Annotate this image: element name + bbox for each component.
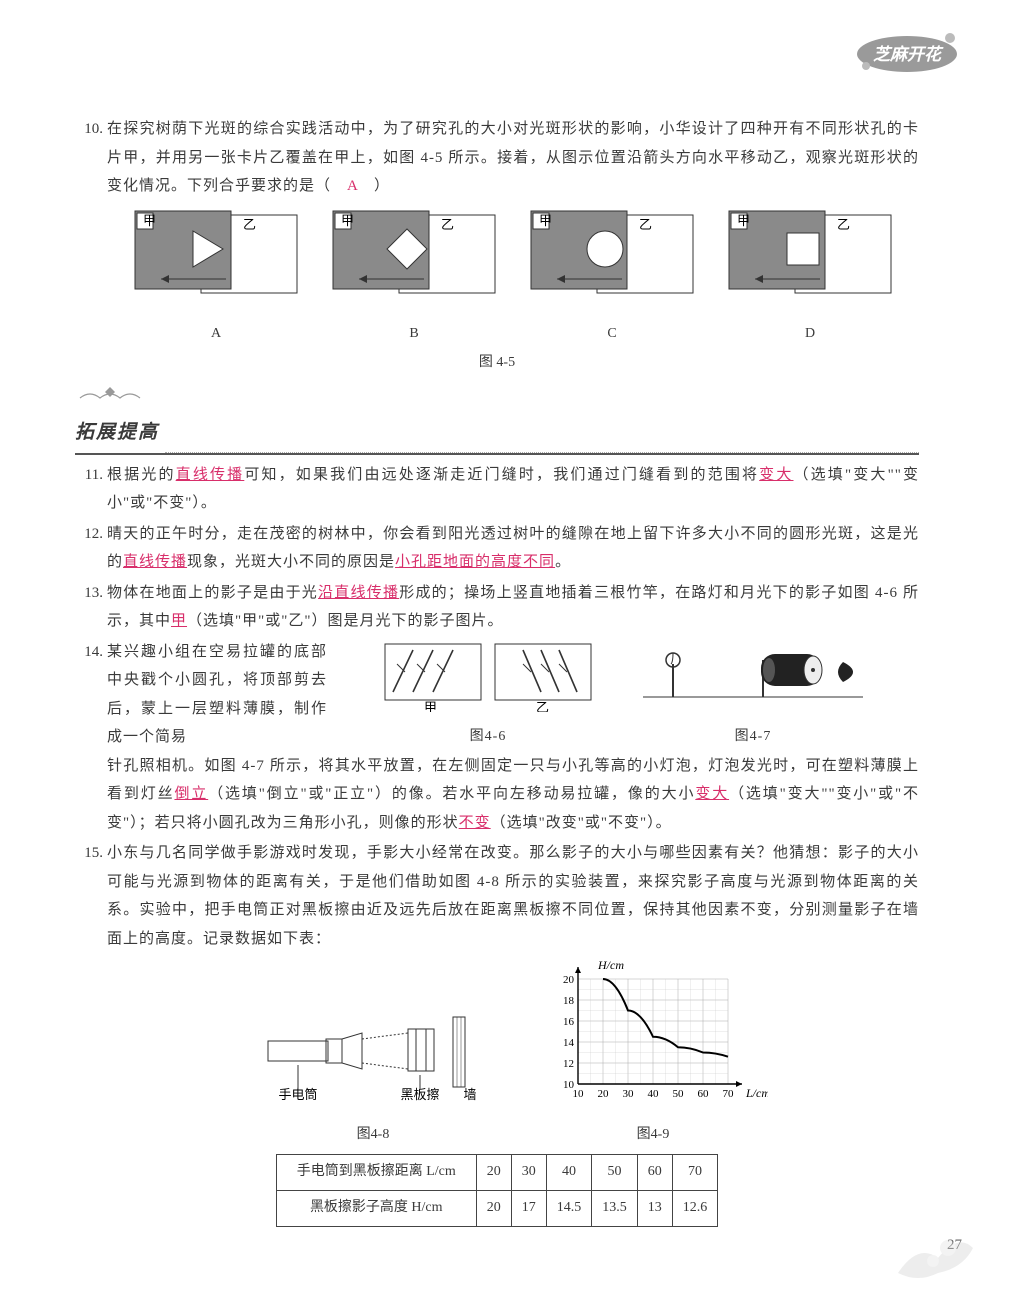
svg-text:乙: 乙 <box>837 217 850 232</box>
brand-logo: 芝麻开花 <box>852 28 962 76</box>
figure-4-8: 手电筒 黑板擦 墙 图4-8 <box>258 999 488 1148</box>
svg-text:14: 14 <box>563 1037 575 1049</box>
question-11: 11. 根据光的直线传播可知，如果我们由远处逐渐走近门缝时，我们通过门缝看到的范… <box>75 461 919 518</box>
decoration-flower-icon <box>878 1213 988 1293</box>
q11-answer-2: 变大 <box>759 467 793 483</box>
svg-text:手电筒: 手电筒 <box>278 1087 317 1102</box>
svg-text:16: 16 <box>563 1016 575 1028</box>
table-header-H: 黑板擦影子高度 H/cm <box>276 1190 476 1226</box>
svg-text:乙: 乙 <box>536 700 550 712</box>
q13-answer-2: 甲 <box>171 613 187 629</box>
svg-text:甲: 甲 <box>737 213 750 228</box>
q10-answer: A <box>347 178 358 194</box>
q14-text-left: 某兴趣小组在空易拉罐的底部中央戳个小圆孔，将顶部剪去后，蒙上一层塑料薄膜，制作成… <box>107 638 327 752</box>
svg-text:乙: 乙 <box>639 217 652 232</box>
svg-text:黑板擦: 黑板擦 <box>400 1087 439 1102</box>
section-ornament <box>75 384 919 415</box>
q10-number: 10. <box>75 115 107 201</box>
svg-text:10: 10 <box>573 1088 585 1100</box>
question-13: 13. 物体在地面上的影子是由于光沿直线传播形成的；操场上竖直地插着三根竹竿，在… <box>75 579 919 636</box>
q14-answer-1: 倒立 <box>174 786 208 802</box>
figure-4-9: 10121416182010203040506070H/cmL/cm 图4-9 <box>538 959 768 1148</box>
svg-text:乙: 乙 <box>243 217 256 232</box>
option-D: 甲乙D <box>725 209 895 348</box>
svg-text:20: 20 <box>563 974 575 986</box>
question-10: 10. 在探究树荫下光斑的综合实践活动中，为了研究孔的大小对光斑形状的影响，小华… <box>75 115 919 201</box>
svg-text:L/cm: L/cm <box>745 1086 768 1100</box>
table-header-L: 手电筒到黑板擦距离 L/cm <box>276 1155 476 1191</box>
figure-4-7: 图4-7 <box>643 642 863 752</box>
question-12: 12. 晴天的正午时分，走在茂密的树林中，你会看到阳光透过树叶的缝隙在地上留下许… <box>75 520 919 577</box>
option-B: 甲乙B <box>329 209 499 348</box>
svg-text:60: 60 <box>698 1088 710 1100</box>
q11-answer-1: 直线传播 <box>176 467 245 483</box>
q14-answer-2: 变大 <box>695 786 729 802</box>
q12-answer-1: 直线传播 <box>123 554 187 570</box>
svg-text:乙: 乙 <box>441 217 454 232</box>
question-14: 14. 某兴趣小组在空易拉罐的底部中央戳个小圆孔，将顶部剪去后，蒙上一层塑料薄膜… <box>75 638 919 838</box>
data-table: 手电筒到黑板擦距离 L/cm 20 30 40 50 60 70 黑板擦影子高度… <box>276 1154 719 1226</box>
q10-text: 在探究树荫下光斑的综合实践活动中，为了研究孔的大小对光斑形状的影响，小华设计了四… <box>107 115 919 201</box>
table-row: 黑板擦影子高度 H/cm 20 17 14.5 13.5 13 12.6 <box>276 1190 718 1226</box>
svg-text:50: 50 <box>673 1088 685 1100</box>
svg-text:甲: 甲 <box>539 213 552 228</box>
option-A: 甲乙A <box>131 209 301 348</box>
svg-text:70: 70 <box>723 1088 735 1100</box>
svg-text:20: 20 <box>598 1088 610 1100</box>
svg-text:甲: 甲 <box>424 700 438 712</box>
svg-text:墙: 墙 <box>463 1087 476 1102</box>
figure-4-5: 甲乙A甲乙B甲乙C甲乙D <box>107 209 919 348</box>
svg-text:30: 30 <box>623 1088 635 1100</box>
svg-text:甲: 甲 <box>143 213 156 228</box>
q14-answer-3: 不变 <box>459 815 491 831</box>
figure-4-6: 甲 乙 图4-6 <box>383 642 593 752</box>
svg-text:18: 18 <box>563 995 575 1007</box>
option-C: 甲乙C <box>527 209 697 348</box>
q13-answer-1: 沿直线传播 <box>318 585 399 601</box>
question-15: 15. 小东与几名同学做手影游戏时发现，手影大小经常在改变。那么影子的大小与哪些… <box>75 839 919 953</box>
section-title: 拓展提高 <box>75 415 919 455</box>
figure-4-5-caption: 图 4-5 <box>75 350 919 377</box>
svg-text:12: 12 <box>563 1058 574 1070</box>
table-row: 手电筒到黑板擦距离 L/cm 20 30 40 50 60 70 <box>276 1155 718 1191</box>
svg-text:40: 40 <box>648 1088 660 1100</box>
svg-text:H/cm: H/cm <box>597 959 624 972</box>
svg-text:甲: 甲 <box>341 213 354 228</box>
svg-text:芝麻开花: 芝麻开花 <box>873 45 944 64</box>
q12-answer-2: 小孔距地面的高度不同 <box>395 554 555 570</box>
